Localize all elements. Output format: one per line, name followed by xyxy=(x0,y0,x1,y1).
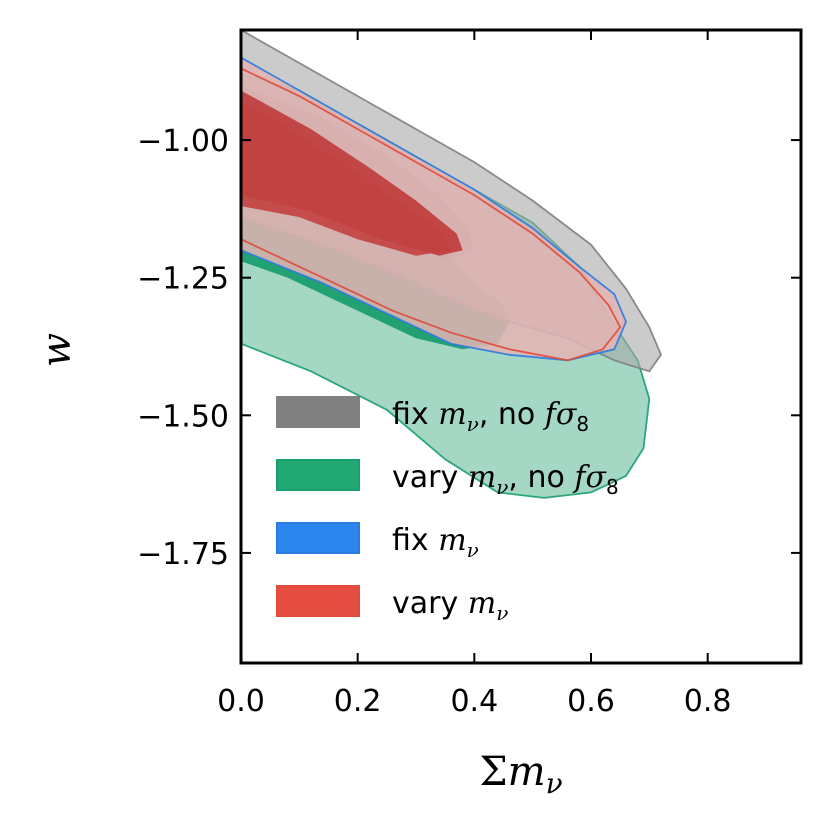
y-tick-label: −1.50 xyxy=(137,399,229,434)
legend-label-red: vary mν xyxy=(392,586,508,625)
contour-layer xyxy=(241,30,663,499)
y-tick-label: −1.75 xyxy=(137,537,229,572)
legend-label-blue: fix mν xyxy=(392,523,479,562)
legend-label-gray: fix mν, no fσ8 xyxy=(392,397,589,436)
x-tick-label: 0.0 xyxy=(217,684,265,719)
x-tick-label: 0.8 xyxy=(684,684,732,719)
x-axis-label: Σmν xyxy=(479,749,562,800)
y-axis-label: w xyxy=(34,333,80,367)
x-tick-label: 0.6 xyxy=(567,684,615,719)
x-tick-label: 0.4 xyxy=(450,684,498,719)
x-tick-label: 0.2 xyxy=(334,684,382,719)
contour-red-inner xyxy=(241,101,451,256)
y-axis-ticks: −1.00 −1.25 −1.50 −1.75 xyxy=(137,124,801,572)
legend-swatch-blue xyxy=(276,522,360,554)
y-tick-label: −1.00 xyxy=(137,124,229,159)
contour-red-outer xyxy=(241,67,622,362)
x-axis-ticks: 0.0 0.2 0.4 0.6 0.8 xyxy=(217,30,732,719)
y-tick-label: −1.25 xyxy=(137,262,229,297)
plot-frame xyxy=(239,28,803,665)
legend-swatch-red xyxy=(276,585,360,617)
legend-swatch-green xyxy=(276,459,360,491)
legend-swatch-gray xyxy=(276,396,360,428)
legend-label-green: vary mν, no fσ8 xyxy=(392,460,619,499)
legend: fix mν, no fσ8 vary mν, no fσ8 fix mν vary … xyxy=(276,396,619,625)
